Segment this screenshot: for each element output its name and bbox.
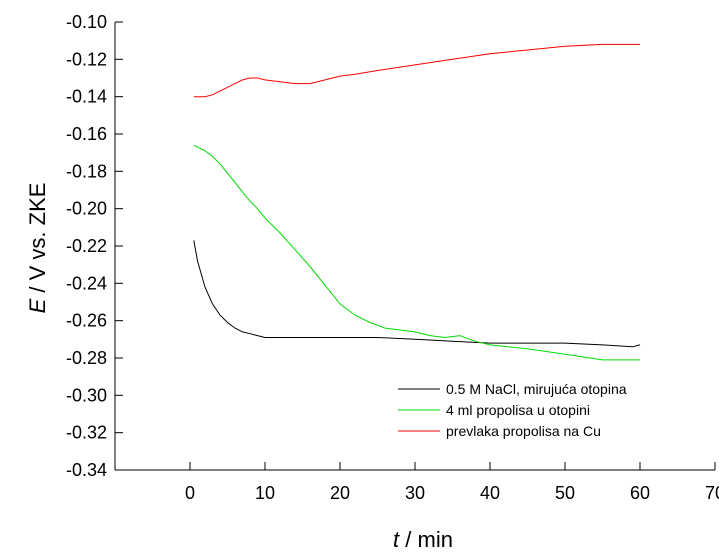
y-tick-label: -0.20 bbox=[66, 199, 107, 219]
legend-label-1: 0.5 M NaCl, mirujuća otopina bbox=[446, 381, 627, 397]
y-tick-label: -0.12 bbox=[66, 49, 107, 69]
x-axis-symbol: t bbox=[393, 527, 400, 552]
y-tick-label: -0.16 bbox=[66, 124, 107, 144]
x-tick-label: 10 bbox=[255, 483, 275, 503]
y-axis: -0.10 -0.12 -0.14 -0.16 -0.18 -0.20 -0.22 -0.24… bbox=[66, 12, 123, 480]
y-tick-label: -0.24 bbox=[66, 273, 107, 293]
x-axis-unit: / min bbox=[399, 527, 453, 552]
series-line-3 bbox=[193, 43, 640, 98]
series-line-2 bbox=[193, 144, 640, 361]
y-axis-title: E / V vs. ZKE bbox=[25, 183, 50, 314]
y-axis-symbol: E bbox=[25, 298, 50, 313]
y-tick-label: -0.34 bbox=[66, 460, 107, 480]
series-line-1 bbox=[193, 240, 641, 348]
x-tick-label: 20 bbox=[330, 483, 350, 503]
y-tick-label: -0.32 bbox=[66, 423, 107, 443]
x-tick-label: 30 bbox=[405, 483, 425, 503]
legend-label-2: 4 ml propolisa u otopini bbox=[446, 402, 590, 418]
plot-frame bbox=[114, 22, 715, 471]
x-tick-label: 70 bbox=[705, 483, 719, 503]
x-tick-label: 40 bbox=[480, 483, 500, 503]
y-tick-label: -0.18 bbox=[66, 161, 107, 181]
legend-label-3: prevlaka propolisa na Cu bbox=[446, 423, 601, 439]
x-axis: 0 10 20 30 40 50 60 70 bbox=[185, 462, 719, 503]
y-tick-label: -0.26 bbox=[66, 311, 107, 331]
x-tick-label: 60 bbox=[630, 483, 650, 503]
y-tick-label: -0.22 bbox=[66, 236, 107, 256]
y-tick-label: -0.14 bbox=[66, 87, 107, 107]
x-axis-title: t / min bbox=[393, 527, 453, 552]
x-tick-label: 50 bbox=[555, 483, 575, 503]
x-tick-label: 0 bbox=[185, 483, 195, 503]
y-tick-label: -0.28 bbox=[66, 348, 107, 368]
series-group bbox=[193, 43, 641, 361]
y-tick-label: -0.30 bbox=[66, 385, 107, 405]
legend: 0.5 M NaCl, mirujuća otopina 4 ml propoli… bbox=[398, 381, 627, 439]
y-axis-unit: / V vs. ZKE bbox=[25, 183, 50, 299]
y-tick-label: -0.10 bbox=[66, 12, 107, 32]
